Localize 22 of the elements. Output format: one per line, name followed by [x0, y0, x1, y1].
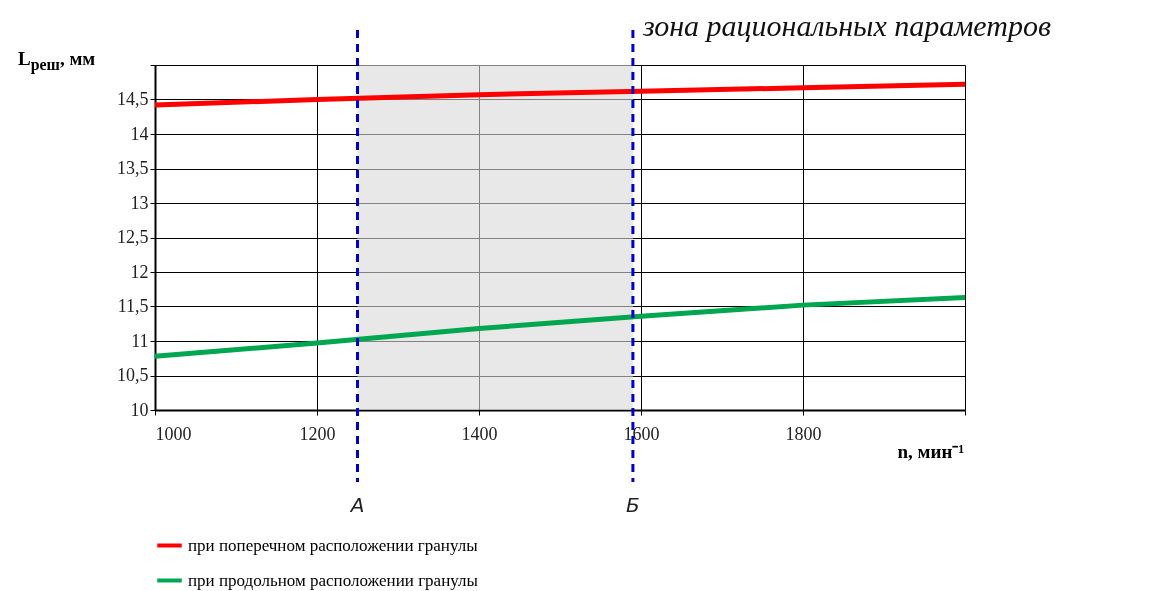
x-axis-title: n, мин⁻¹ [897, 440, 965, 462]
y-tick-label: 12,5 [117, 227, 149, 247]
x-tick-label: 1200 [299, 423, 336, 444]
y-tick-label: 12 [130, 261, 149, 282]
y-tick-label: 11,5 [117, 296, 149, 316]
y-tick-label: 11 [131, 330, 149, 351]
ref-line-label: Б [626, 493, 640, 517]
y-tick-label: 14,5 [117, 89, 149, 109]
x-tick-label: 1000 [155, 423, 192, 444]
y-axis-title: L$_{реш}$, мм [18, 48, 96, 74]
legend-label: при продольном расположении гранулы [188, 570, 479, 590]
x-tick-label: 1600 [623, 423, 660, 444]
legend-label: при поперечном расположении гранулы [188, 535, 479, 555]
x-tick-label: 1400 [461, 423, 498, 444]
band-label: зона рациональных параметров [641, 9, 1051, 42]
x-tick-label: 1800 [785, 423, 822, 444]
y-tick-label: 10 [130, 399, 149, 420]
y-tick-label: 10,5 [117, 365, 149, 385]
ref-line-label: А [348, 493, 365, 517]
y-tick-label: 13,5 [117, 158, 149, 178]
y-tick-label: 14 [130, 123, 149, 144]
y-tick-label: 13 [130, 192, 149, 213]
